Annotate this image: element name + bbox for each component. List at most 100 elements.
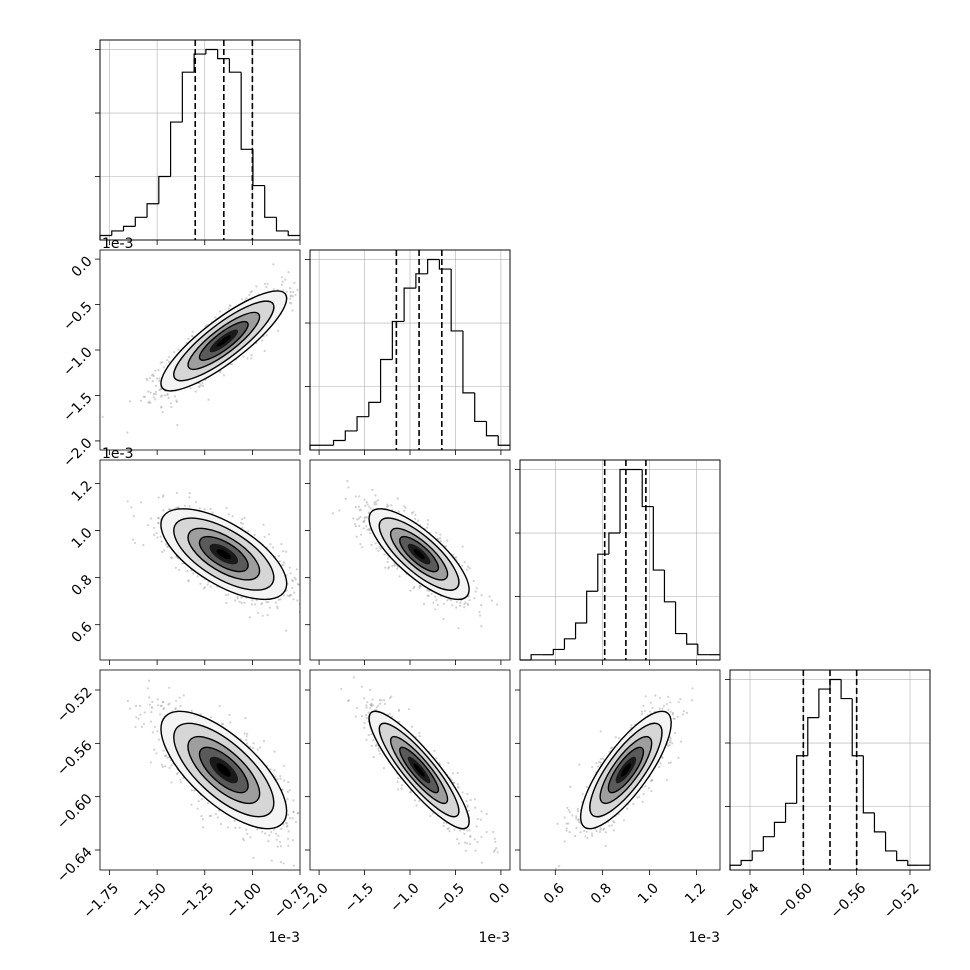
scatter-point [197, 800, 200, 803]
hist-bin-3-9 [829, 678, 842, 690]
scatter-point [250, 290, 253, 293]
scatter-point [130, 506, 133, 509]
scatter-point [434, 608, 437, 611]
scatter-point [191, 334, 194, 337]
scatter-point [387, 504, 390, 508]
scatter-point [268, 606, 271, 609]
scatter-point [301, 603, 303, 605]
scatter-point [301, 584, 303, 586]
scatter-point [134, 704, 137, 708]
scatter-point [164, 765, 167, 768]
scatter-point [161, 495, 165, 498]
scatter-point [391, 564, 394, 568]
scatter-point [154, 369, 157, 372]
scatter-point [245, 742, 249, 745]
scatter-point [286, 790, 289, 794]
hist-bin-3-11 [851, 698, 864, 757]
hist-bin-1-6 [379, 358, 393, 403]
hist-bin-0-3 [134, 216, 148, 227]
scatter-point [249, 291, 252, 294]
scatter-point [218, 371, 221, 374]
hist-bin-2-16 [697, 644, 709, 656]
density-level-5 [413, 548, 425, 560]
scatter-point [359, 515, 362, 519]
scatter-point [175, 772, 178, 776]
scatter-point [260, 602, 263, 606]
hist-bin-3-15 [896, 850, 908, 862]
scatter-point [151, 731, 154, 734]
scatter-point [174, 566, 177, 569]
scatter-point [165, 543, 168, 546]
hist-bin-3-7 [807, 717, 819, 756]
contour-line-2 [187, 311, 261, 371]
scatter-point [194, 501, 198, 504]
hist-bin-1-0 [309, 444, 322, 450]
scatter-point [153, 748, 156, 751]
scatter-point [157, 521, 160, 525]
scatter-point [354, 525, 357, 528]
scatter-point [157, 517, 160, 520]
scatter-point [293, 591, 296, 594]
scatter-point [173, 351, 176, 354]
scatter-point [152, 374, 155, 378]
scatter-point [296, 599, 299, 602]
scatter-point [280, 283, 284, 286]
hist-bin-1-14 [474, 392, 487, 423]
scatter-point [175, 399, 178, 402]
scatter-point [397, 510, 400, 513]
scatter-point [280, 276, 283, 279]
scatter-point [358, 524, 361, 528]
scatter-point [289, 297, 292, 300]
scatter-point [152, 373, 155, 376]
scatter-point [164, 754, 167, 758]
scatter-point [369, 532, 372, 535]
scatter-point [162, 509, 165, 512]
scatter-point [166, 392, 169, 395]
scatter-point [282, 563, 285, 567]
scatter-point [331, 568, 333, 570]
scatter-point [459, 602, 462, 605]
scatter-point [455, 606, 458, 609]
scatter-point [373, 501, 376, 504]
contour-line-2 [187, 527, 261, 581]
scatter-point [263, 535, 266, 539]
hist-panel-3 [725, 669, 931, 871]
density-level-5 [216, 548, 231, 560]
scatter-point [393, 563, 396, 566]
scatter-point [251, 599, 254, 602]
hist-bin-2-5 [574, 622, 587, 639]
scatter-point [439, 540, 442, 543]
scatter-point [244, 717, 247, 720]
scatter-point [189, 387, 192, 390]
scatter-point [360, 533, 363, 536]
scatter-point [131, 538, 134, 541]
contour-line-3 [198, 320, 249, 361]
hist-bin-1-16 [497, 435, 510, 446]
scatter-point [257, 611, 260, 614]
scatter-point [261, 614, 264, 617]
scatter-point [203, 587, 206, 590]
scatter-point [455, 556, 458, 559]
scatter-point [374, 542, 377, 545]
scatter-point [297, 583, 300, 586]
scatter-point [198, 385, 201, 388]
scatter-point [365, 516, 369, 519]
hist-bin-0-4 [146, 203, 159, 218]
scatter-point [383, 553, 386, 556]
scatter-point [306, 293, 308, 295]
scatter-point [175, 400, 178, 403]
scatter-point [442, 602, 445, 605]
scatter-point [184, 504, 187, 507]
scatter-point [200, 798, 203, 801]
scatter-point [163, 549, 166, 552]
scatter-panel-1-0 [99, 249, 308, 451]
scatter-point [288, 594, 292, 597]
scatter-point [426, 594, 429, 597]
scatter-point [255, 285, 258, 288]
hist-bin-3-3 [762, 836, 775, 851]
scatter-point [199, 582, 202, 585]
scatter-point [292, 290, 295, 294]
hist-bin-0-1 [111, 230, 124, 236]
scatter-point [192, 572, 195, 575]
scatter-point [265, 286, 268, 289]
